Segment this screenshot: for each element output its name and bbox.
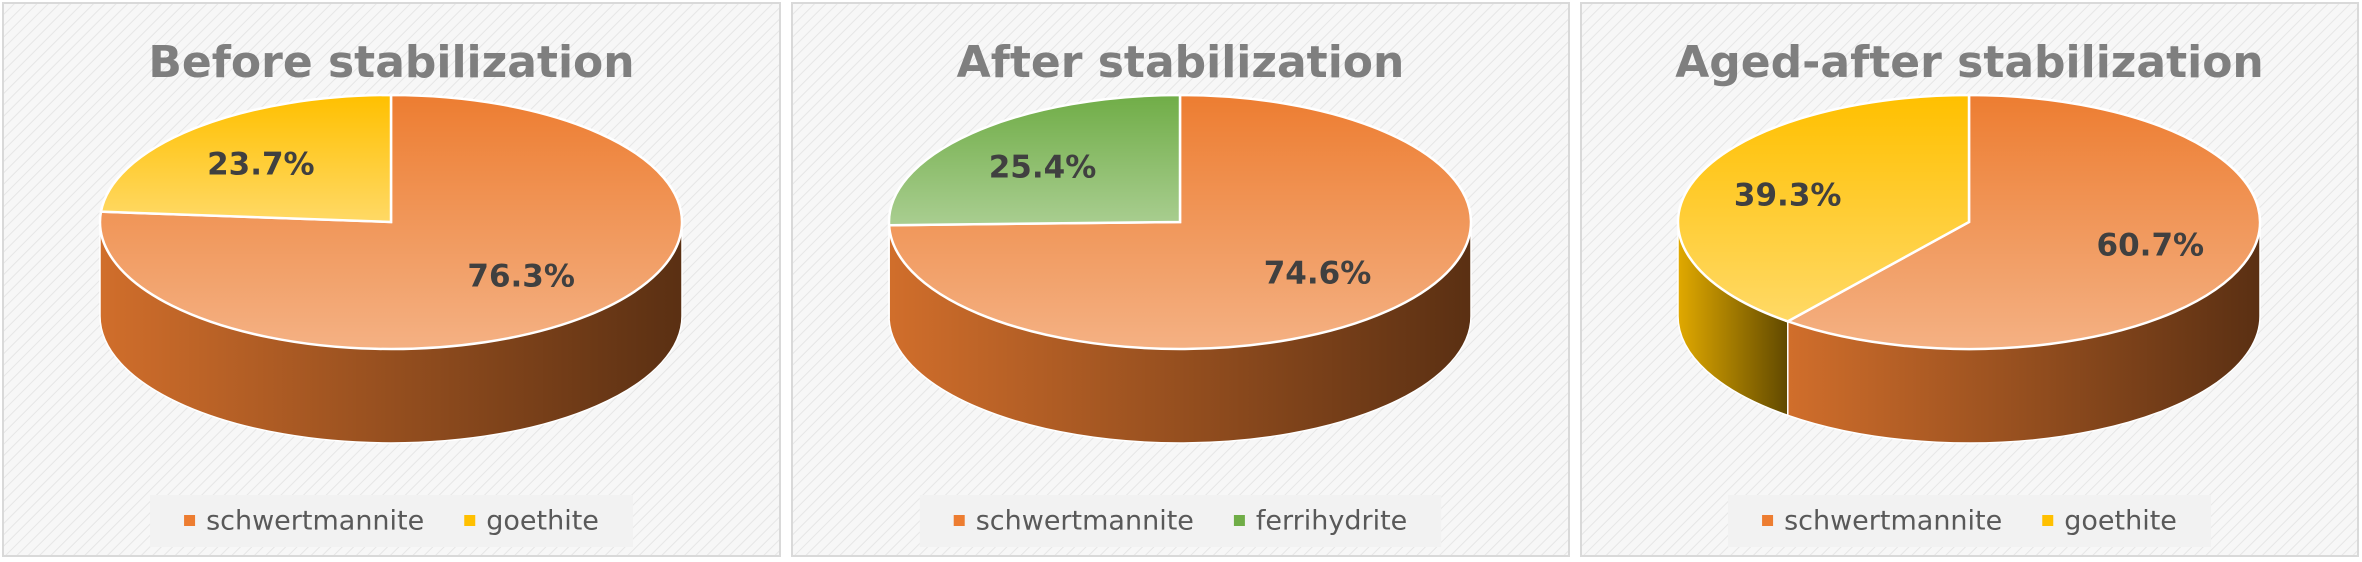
legend-box	[919, 495, 1442, 547]
chart-title: After stabilization	[957, 37, 1405, 88]
legend-label: goethite	[2064, 506, 2177, 537]
legend-marker	[2042, 515, 2054, 526]
legend-label: ferrihydrite	[1256, 506, 1407, 537]
pie-slice-shade	[1784, 93, 2262, 351]
chart-panel: Aged-after stabilization 60.7% 39.3% schwer…	[1580, 2, 2359, 557]
legend-box	[150, 495, 633, 547]
data-label: 23.7%	[207, 146, 315, 182]
data-label: 39.3%	[1734, 177, 1842, 213]
chart-panel: Before stabilization 76.3% 23.7% schwertman…	[2, 2, 781, 557]
legend-marker	[1762, 515, 1774, 526]
legend-label: schwertmannite	[976, 506, 1194, 537]
legend: schwertmannite goethite	[1728, 495, 2211, 547]
pie-slice-shade	[1676, 93, 1971, 323]
legend-label: schwertmannite	[1784, 506, 2002, 537]
legend-box	[1728, 495, 2211, 547]
legend-label: goethite	[486, 506, 599, 537]
legend-marker	[953, 515, 965, 526]
pie-slice-shade	[99, 93, 393, 224]
legend-marker	[1233, 515, 1245, 526]
legend-label: schwertmannite	[206, 506, 424, 537]
legend-marker	[184, 515, 196, 526]
legend: schwertmannite ferrihydrite	[919, 495, 1442, 547]
data-label: 60.7%	[2097, 228, 2205, 264]
pie-slice-shade	[887, 93, 1182, 227]
legend: schwertmannite goethite	[150, 495, 633, 547]
data-label: 74.6%	[1264, 256, 1372, 292]
legend-marker	[464, 515, 476, 526]
chart-title: Aged-after stabilization	[1675, 37, 2264, 88]
data-label: 76.3%	[467, 259, 575, 295]
pie-slice-shade	[98, 93, 684, 351]
data-label: 25.4%	[989, 149, 1097, 185]
chart-title: Before stabilization	[148, 37, 634, 88]
chart-panel: After stabilization 74.6% 25.4% schwertmann…	[791, 2, 1570, 557]
